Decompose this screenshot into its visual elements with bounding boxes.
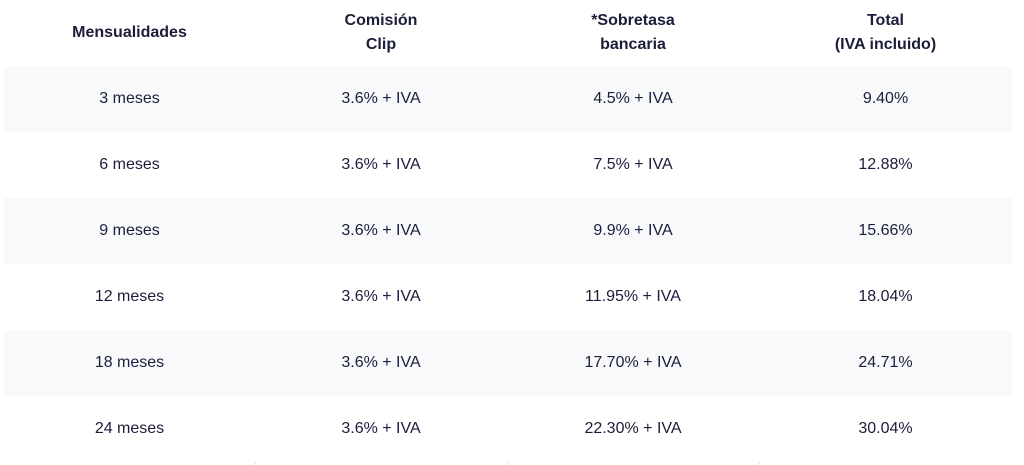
cell-clip-fee: 3.6% + IVA — [341, 420, 421, 437]
table-row: 24 meses 3.6% + IVA 22.30% + IVA 30.04% — [4, 396, 1012, 462]
cell-total: 15.66% — [858, 222, 913, 239]
cell-total: 30.04% — [858, 420, 913, 437]
cell-total: 9.40% — [862, 90, 909, 107]
header-label-line1: Total — [866, 12, 904, 29]
header-label-line2: bancaria — [600, 36, 666, 53]
header-sobretasa-bancaria: *Sobretasa bancaria — [507, 0, 759, 66]
cell-months: 3 meses — [99, 90, 160, 107]
cell-clip-fee: 3.6% + IVA — [341, 288, 421, 305]
cell-clip-fee: 3.6% + IVA — [341, 222, 421, 239]
cell-bank-surcharge: 11.95% + IVA — [585, 288, 681, 305]
header-mensualidades: Mensualidades — [4, 0, 255, 66]
cell-clip-fee: 3.6% + IVA — [341, 90, 421, 107]
header-label-line2: (IVA incluido) — [834, 36, 937, 53]
header-label-line1: Comisión — [344, 12, 418, 29]
cell-total: 24.71% — [858, 354, 913, 371]
table-row: 12 meses 3.6% + IVA 11.95% + IVA 18.04% — [4, 264, 1012, 330]
cell-clip-fee: 3.6% + IVA — [341, 156, 421, 173]
cell-months: 18 meses — [94, 354, 165, 371]
cell-months: 24 meses — [94, 420, 165, 437]
cell-bank-surcharge: 17.70% + IVA — [584, 354, 682, 371]
cell-months: 6 meses — [99, 156, 160, 173]
table-header-row: Mensualidades Comisión Clip *Sobretasa b… — [4, 0, 1012, 66]
cell-total: 18.04% — [858, 288, 913, 305]
cell-bank-surcharge: 22.30% + IVA — [584, 420, 682, 437]
header-label-line2: Clip — [365, 36, 397, 53]
cell-bank-surcharge: 9.9% + IVA — [593, 222, 673, 239]
table-row: 6 meses 3.6% + IVA 7.5% + IVA 12.88% — [4, 132, 1012, 198]
header-total: Total (IVA incluido) — [759, 0, 1012, 66]
header-label: Mensualidades — [72, 24, 187, 41]
cell-clip-fee: 3.6% + IVA — [341, 354, 421, 371]
cell-bank-surcharge: 4.5% + IVA — [593, 90, 673, 107]
cell-total: 12.88% — [858, 156, 913, 173]
table-row: 3 meses 3.6% + IVA 4.5% + IVA 9.40% — [4, 66, 1012, 132]
cell-months: 9 meses — [99, 222, 160, 239]
header-comision-clip: Comisión Clip — [255, 0, 507, 66]
cell-bank-surcharge: 7.5% + IVA — [593, 156, 673, 173]
table-row: 9 meses 3.6% + IVA 9.9% + IVA 15.66% — [4, 198, 1012, 264]
table-row: 18 meses 3.6% + IVA 17.70% + IVA 24.71% — [4, 330, 1012, 396]
cell-months: 12 meses — [94, 288, 165, 305]
header-label-line1: *Sobretasa — [591, 12, 675, 29]
